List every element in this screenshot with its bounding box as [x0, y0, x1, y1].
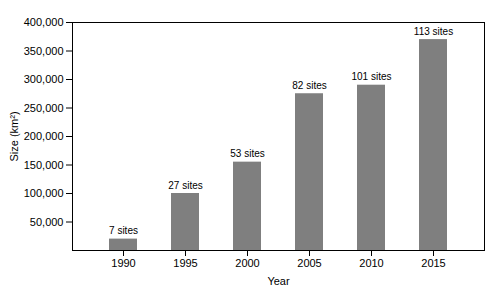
svg-text:2000: 2000 — [235, 257, 259, 269]
svg-text:150,000: 150,000 — [24, 159, 64, 171]
svg-text:300,000: 300,000 — [24, 73, 64, 85]
svg-text:400,000: 400,000 — [24, 16, 64, 28]
svg-text:250,000: 250,000 — [24, 102, 64, 114]
svg-text:1990: 1990 — [111, 257, 135, 269]
svg-text:350,000: 350,000 — [24, 45, 64, 57]
svg-text:50,000: 50,000 — [30, 216, 64, 228]
svg-text:2005: 2005 — [297, 257, 321, 269]
svg-text:7 sites: 7 sites — [109, 225, 138, 236]
svg-text:Size (km²): Size (km²) — [8, 111, 20, 161]
svg-text:2010: 2010 — [359, 257, 383, 269]
svg-text:113 sites: 113 sites — [414, 26, 453, 37]
svg-text:53 sites: 53 sites — [230, 148, 264, 159]
svg-text:2015: 2015 — [421, 257, 445, 269]
svg-text:101 sites: 101 sites — [351, 71, 391, 82]
svg-text:Year: Year — [267, 275, 290, 287]
svg-text:200,000: 200,000 — [24, 130, 64, 142]
svg-text:1995: 1995 — [173, 257, 197, 269]
svg-text:100,000: 100,000 — [24, 187, 64, 199]
svg-text:82 sites: 82 sites — [292, 80, 326, 91]
svg-text:27 sites: 27 sites — [168, 180, 202, 191]
